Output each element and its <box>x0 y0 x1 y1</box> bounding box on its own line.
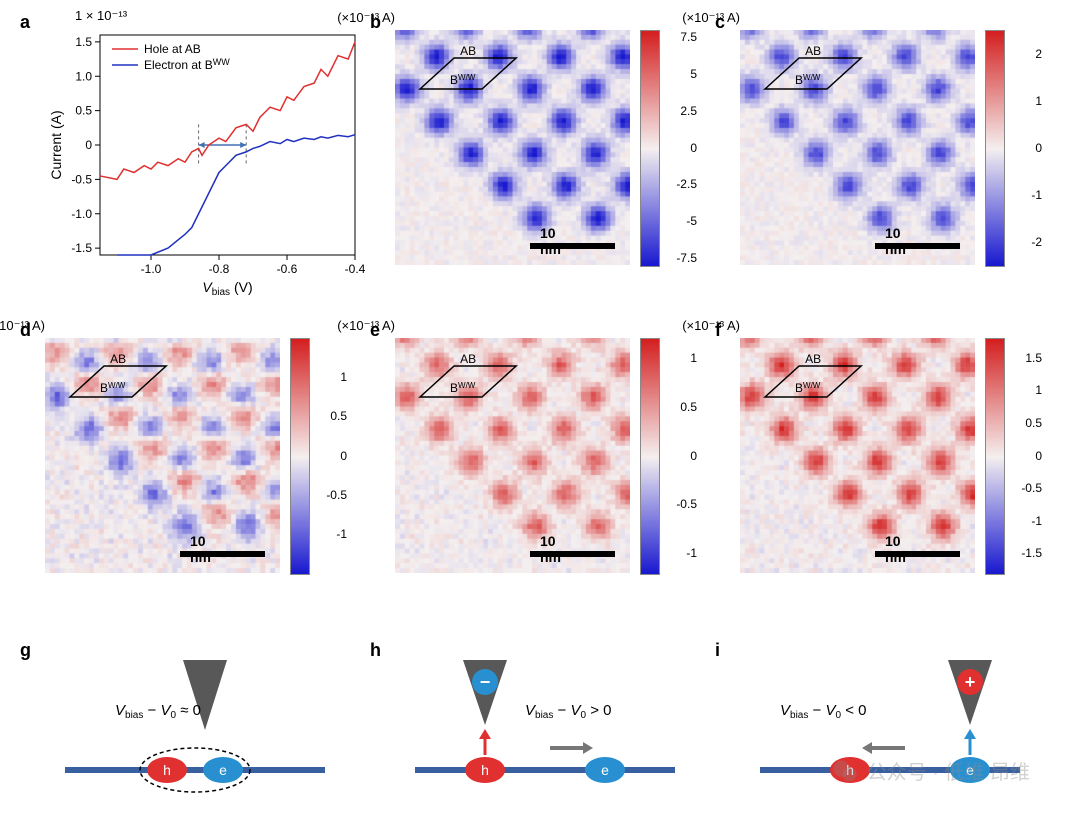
watermark: 公众号 · 低维 昂维 <box>831 756 1030 785</box>
colorbar-tick: -1 <box>1007 188 1042 202</box>
svg-text:-0.4: -0.4 <box>345 262 365 276</box>
svg-text:AB: AB <box>110 352 126 366</box>
svg-text:BW/W: BW/W <box>450 73 476 87</box>
scalebar-text: 10 nm <box>190 533 211 565</box>
rhombus-overlay: AB BW/W <box>395 338 630 573</box>
svg-text:AB: AB <box>460 44 476 58</box>
svg-text:-1.0: -1.0 <box>71 207 92 221</box>
colorbar <box>290 338 310 575</box>
colorbar-tick: -0.5 <box>662 497 697 511</box>
svg-text:h: h <box>481 762 489 778</box>
colorbar-title: (×10⁻¹³ A) <box>682 318 740 334</box>
svg-text:1.0: 1.0 <box>75 69 92 83</box>
colorbar <box>640 30 660 267</box>
colorbar-tick: 0 <box>1007 141 1042 155</box>
colorbar-tick: 0.5 <box>312 409 347 423</box>
colorbar-tick: 7.5 <box>662 30 697 44</box>
colorbar-tick: 1 <box>1007 383 1042 397</box>
colorbar-tick: -2.5 <box>662 177 697 191</box>
colorbar-tick: -1 <box>1007 514 1042 528</box>
colorbar-tick: 5 <box>662 67 697 81</box>
svg-text:-0.6: -0.6 <box>277 262 298 276</box>
svg-text:Vbias − V0 > 0: Vbias − V0 > 0 <box>525 702 612 721</box>
rhombus-overlay: AB BW/W <box>395 30 630 265</box>
scalebar-text: 10 nm <box>885 533 906 565</box>
colorbar-tick: -7.5 <box>662 251 697 265</box>
svg-text:Current (A): Current (A) <box>48 110 64 179</box>
svg-text:AB: AB <box>460 352 476 366</box>
colorbar <box>640 338 660 575</box>
svg-text:BW/W: BW/W <box>100 381 126 395</box>
colorbar-tick: -0.5 <box>312 488 347 502</box>
svg-text:-1.0: -1.0 <box>141 262 162 276</box>
wechat-icon <box>831 757 859 785</box>
colorbar-tick: -1 <box>312 527 347 541</box>
svg-text:Hole at AB: Hole at AB <box>144 42 201 56</box>
rhombus-overlay: AB BW/W <box>45 338 280 573</box>
scalebar-text: 10 nm <box>540 533 561 565</box>
colorbar-tick: 0.5 <box>662 400 697 414</box>
scalebar-text: 10 nm <box>540 225 561 257</box>
colorbar <box>985 338 1005 575</box>
panel-h: hh e − Vbias − V0 > 0 <box>395 640 695 810</box>
svg-text:-0.8: -0.8 <box>209 262 230 276</box>
rhombus-overlay: AB BW/W <box>740 30 975 265</box>
colorbar-tick: -1 <box>662 546 697 560</box>
colorbar-tick: -2 <box>1007 235 1042 249</box>
svg-text:-1.5: -1.5 <box>71 241 92 255</box>
svg-text:-0.5: -0.5 <box>71 172 92 186</box>
svg-text:BW/W: BW/W <box>795 73 821 87</box>
colorbar-tick: 1.5 <box>1007 351 1042 365</box>
colorbar-title: (×10⁻¹³ A) <box>0 318 45 334</box>
panel-h-label: h <box>370 640 381 661</box>
svg-text:Vbias (V): Vbias (V) <box>202 279 252 298</box>
svg-text:+: + <box>965 672 976 692</box>
schematic-svg: h e Vbias − V0 ≈ 0 <box>45 640 345 810</box>
svg-text:Vbias − V0 < 0: Vbias − V0 < 0 <box>780 702 867 721</box>
rhombus-overlay: AB BW/W <box>740 338 975 573</box>
panel-a-label: a <box>20 12 30 33</box>
panel-a-chart: -1.0 -0.8 -0.6 -0.4 -1.5 -1.0 -0.5 0 0.5 1.0 1.5 Vb… <box>45 20 365 300</box>
svg-text:0: 0 <box>85 138 92 152</box>
colorbar-title: (×10⁻¹³ A) <box>682 10 740 26</box>
panel-g: gheVbias − V0 ≈ 0 <box>45 640 345 810</box>
svg-text:Electron at BWW: Electron at BWW <box>144 57 230 72</box>
colorbar-tick: -1.5 <box>1007 546 1042 560</box>
colorbar <box>985 30 1005 267</box>
figure-container: a 1 × 10⁻¹³ -1.0-0.8-0.6-0.4-1.5-1.0-0.5… <box>0 0 1080 835</box>
colorbar-title: (×10⁻¹³ A) <box>337 318 395 334</box>
svg-text:BW/W: BW/W <box>450 381 476 395</box>
colorbar-tick: 0 <box>312 449 347 463</box>
svg-text:Vbias − V0 ≈ 0: Vbias − V0 ≈ 0 <box>115 702 201 721</box>
colorbar-tick: 1 <box>312 370 347 384</box>
svg-text:AB: AB <box>805 44 821 58</box>
colorbar-tick: 0 <box>662 449 697 463</box>
svg-text:BW/W: BW/W <box>795 381 821 395</box>
colorbar-tick: -0.5 <box>1007 481 1042 495</box>
colorbar-tick: 1 <box>662 351 697 365</box>
schematic-svg: h e − Vbias − V0 > 0 <box>395 640 695 810</box>
svg-text:AB: AB <box>805 352 821 366</box>
svg-text:e: e <box>601 762 609 778</box>
svg-text:e: e <box>219 762 227 778</box>
colorbar-tick: 2 <box>1007 47 1042 61</box>
svg-text:1.5: 1.5 <box>75 35 92 49</box>
colorbar-tick: 0 <box>662 141 697 155</box>
colorbar-tick: 0 <box>1007 449 1042 463</box>
colorbar-tick: -5 <box>662 214 697 228</box>
colorbar-tick: 2.5 <box>662 104 697 118</box>
panel-g-label: g <box>20 640 31 661</box>
colorbar-tick: 0.5 <box>1007 416 1042 430</box>
colorbar-tick: 1 <box>1007 94 1042 108</box>
colorbar-title: (×10⁻¹³ A) <box>337 10 395 26</box>
panel-i-label: i <box>715 640 720 661</box>
svg-text:0.5: 0.5 <box>75 104 92 118</box>
svg-text:h: h <box>163 762 171 778</box>
scalebar-text: 10 nm <box>885 225 906 257</box>
svg-text:−: − <box>480 672 491 692</box>
